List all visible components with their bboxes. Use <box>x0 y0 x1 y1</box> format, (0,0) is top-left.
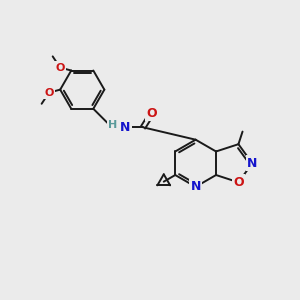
Text: O: O <box>147 107 157 120</box>
Text: O: O <box>56 63 65 73</box>
Text: O: O <box>44 88 54 98</box>
Text: N: N <box>120 121 130 134</box>
Text: O: O <box>233 176 244 189</box>
Text: H: H <box>108 120 117 130</box>
Text: N: N <box>247 157 257 170</box>
Text: N: N <box>190 180 201 193</box>
